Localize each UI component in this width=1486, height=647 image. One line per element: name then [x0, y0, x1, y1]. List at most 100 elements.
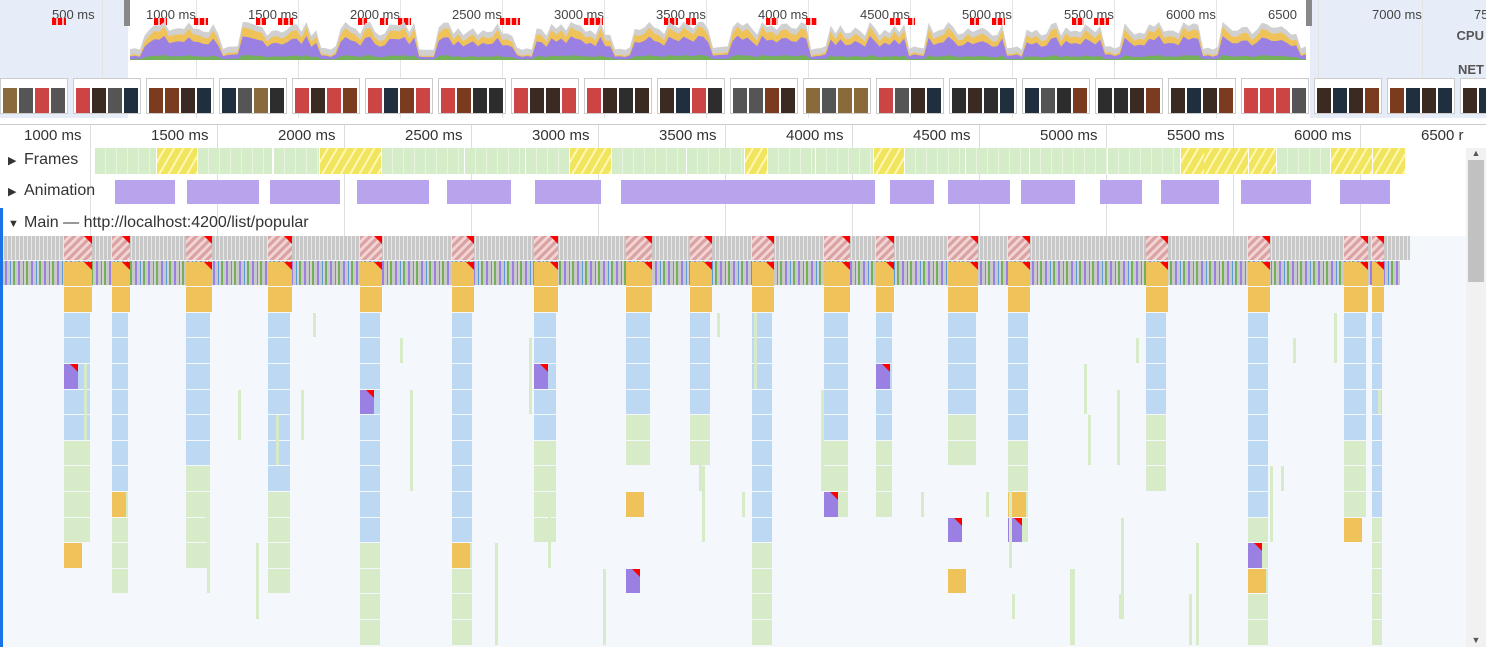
scripting-block[interactable]	[626, 261, 652, 287]
call-frame[interactable]	[1248, 389, 1268, 415]
call-frame[interactable]	[948, 312, 976, 338]
slow-frame[interactable]	[1180, 148, 1204, 174]
vertical-scrollbar[interactable]: ▲ ▼	[1466, 148, 1486, 647]
call-frame[interactable]	[400, 338, 403, 363]
filmstrip-thumbnail[interactable]	[803, 78, 871, 114]
call-frame[interactable]	[824, 440, 848, 466]
filmstrip-thumbnail[interactable]	[146, 78, 214, 114]
animation-block[interactable]	[447, 180, 511, 204]
call-frame[interactable]	[64, 466, 90, 491]
idle-frame[interactable]	[525, 148, 569, 174]
call-frame[interactable]	[690, 389, 710, 415]
call-frame[interactable]	[1117, 389, 1120, 466]
filmstrip-thumbnail[interactable]	[511, 78, 579, 114]
call-frame[interactable]	[1372, 389, 1382, 415]
slow-frame[interactable]	[1249, 148, 1277, 174]
idle-frame[interactable]	[198, 148, 273, 174]
scripting-block[interactable]	[948, 261, 978, 287]
scripting-block[interactable]	[824, 287, 850, 312]
call-frame[interactable]	[824, 312, 848, 338]
call-frame[interactable]	[205, 492, 208, 543]
main-thread-flame-chart[interactable]	[0, 236, 1466, 647]
filmstrip-thumbnail[interactable]	[73, 78, 141, 114]
call-frame[interactable]	[742, 492, 745, 517]
scripting-block[interactable]	[1008, 261, 1030, 287]
call-frame[interactable]	[548, 492, 551, 568]
call-frame[interactable]	[1196, 543, 1199, 645]
rendering-block[interactable]	[534, 364, 548, 389]
call-frame[interactable]	[1248, 594, 1268, 619]
call-frame[interactable]	[824, 466, 848, 491]
call-frame[interactable]	[276, 415, 279, 466]
call-frame[interactable]	[752, 364, 772, 389]
call-frame[interactable]	[1344, 312, 1366, 338]
filmstrip-thumbnail[interactable]	[438, 78, 506, 114]
call-frame[interactable]	[1344, 492, 1366, 517]
call-frame[interactable]	[603, 568, 606, 645]
call-frame[interactable]	[824, 364, 848, 389]
call-frame[interactable]	[1146, 415, 1166, 440]
animation-block[interactable]	[621, 180, 875, 204]
call-frame[interactable]	[268, 338, 290, 363]
call-frame[interactable]	[1372, 440, 1382, 466]
call-frame[interactable]	[452, 338, 472, 363]
call-frame[interactable]	[1372, 543, 1382, 568]
call-frame[interactable]	[301, 389, 304, 440]
call-frame[interactable]	[64, 440, 90, 466]
scripting-block[interactable]	[1146, 261, 1168, 287]
rendering-block[interactable]	[64, 364, 78, 389]
scripting-block[interactable]	[360, 261, 382, 287]
scripting-block[interactable]	[452, 287, 474, 312]
filmstrip-thumbnail[interactable]	[292, 78, 360, 114]
long-task-header[interactable]	[268, 236, 292, 260]
call-frame[interactable]	[1334, 312, 1337, 363]
call-frame[interactable]	[1121, 517, 1124, 619]
scripting-block[interactable]	[876, 287, 894, 312]
call-frame[interactable]	[410, 389, 413, 491]
filmstrip-thumbnail[interactable]	[949, 78, 1017, 114]
idle-frame[interactable]	[1277, 148, 1331, 174]
long-task-header[interactable]	[112, 236, 130, 260]
call-frame[interactable]	[1072, 568, 1075, 645]
animation-block[interactable]	[1161, 180, 1219, 204]
filmstrip-thumbnail[interactable]	[1022, 78, 1090, 114]
scripting-block[interactable]	[1248, 568, 1266, 594]
call-frame[interactable]	[268, 364, 290, 389]
rendering-block[interactable]	[1248, 543, 1262, 568]
call-frame[interactable]	[752, 594, 772, 619]
long-task-header[interactable]	[186, 236, 212, 260]
call-frame[interactable]	[452, 440, 472, 466]
rendering-block[interactable]	[824, 492, 838, 517]
call-frame[interactable]	[876, 440, 892, 466]
idle-frame[interactable]	[965, 148, 1029, 174]
rendering-block[interactable]	[876, 364, 890, 389]
call-frame[interactable]	[752, 312, 772, 338]
animation-block[interactable]	[890, 180, 934, 204]
scripting-block[interactable]	[1344, 261, 1368, 287]
call-frame[interactable]	[1344, 364, 1366, 389]
call-frame[interactable]	[1372, 312, 1382, 338]
call-frame[interactable]	[112, 466, 128, 491]
scripting-block[interactable]	[452, 261, 474, 287]
call-frame[interactable]	[112, 440, 128, 466]
idle-frame[interactable]	[612, 148, 687, 174]
screenshot-filmstrip[interactable]	[0, 78, 1486, 116]
frames-track-header[interactable]: ▶ Frames	[0, 151, 78, 181]
scripting-block[interactable]	[690, 261, 712, 287]
idle-frame[interactable]	[768, 148, 816, 174]
call-frame[interactable]	[64, 312, 90, 338]
call-frame[interactable]	[1248, 440, 1268, 466]
call-frame[interactable]	[876, 492, 892, 517]
call-frame[interactable]	[699, 440, 702, 491]
call-frame[interactable]	[1248, 312, 1268, 338]
scripting-block[interactable]	[1372, 261, 1384, 287]
scripting-block[interactable]	[1344, 517, 1362, 543]
call-frame[interactable]	[1344, 466, 1366, 491]
call-frame[interactable]	[452, 492, 472, 517]
animation-block[interactable]	[1340, 180, 1390, 204]
call-frame[interactable]	[360, 492, 380, 517]
long-task-header[interactable]	[64, 236, 92, 260]
call-frame[interactable]	[1248, 364, 1268, 389]
call-frame[interactable]	[921, 492, 924, 517]
call-frame[interactable]	[112, 543, 128, 568]
